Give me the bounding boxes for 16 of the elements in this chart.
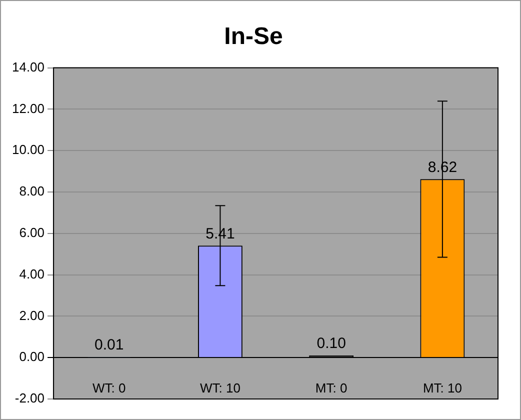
y-tick-label: 6.00 xyxy=(19,224,45,240)
y-tick-label: 10.00 xyxy=(12,142,45,158)
y-tick-label: -2.00 xyxy=(14,390,45,406)
y-tick-label: 14.00 xyxy=(12,59,45,74)
x-tick-label: MT: 10 xyxy=(422,380,462,396)
y-tick-label: 4.00 xyxy=(19,266,45,282)
y-tick-label: 12.00 xyxy=(12,100,45,116)
data-label: 0.01 xyxy=(94,336,124,354)
y-tick-label: 2.00 xyxy=(19,308,45,323)
x-tick-label: WT: 10 xyxy=(200,380,240,396)
data-label: 0.10 xyxy=(316,335,346,352)
x-tick-label: MT: 0 xyxy=(315,380,348,396)
chart-title: In-Se xyxy=(224,23,283,50)
x-tick-label: WT: 0 xyxy=(92,380,126,396)
y-tick-label: 0.00 xyxy=(19,349,45,364)
y-tick-label: 8.00 xyxy=(19,184,45,199)
